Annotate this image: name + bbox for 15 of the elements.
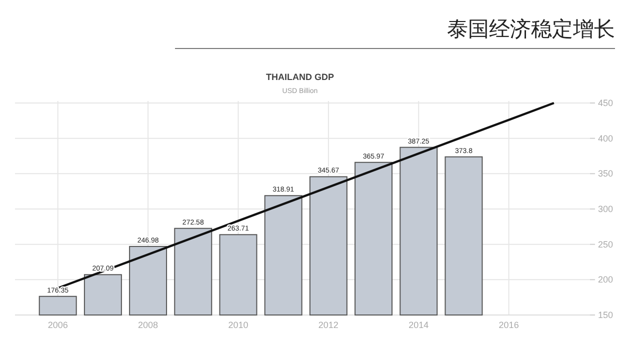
text: 泰国经济稳定增长 <box>175 14 615 49</box>
y-tick-label: 450 <box>598 98 614 108</box>
y-tick-label: 400 <box>598 133 614 144</box>
x-tick-label: 2016 <box>498 320 519 330</box>
x-tick-label: 2010 <box>228 320 248 330</box>
chart-title: THAILAND GDP <box>266 72 334 82</box>
y-tick-label: 150 <box>598 310 614 320</box>
x-tick-label: 2008 <box>138 320 158 330</box>
y-tick-label: 200 <box>598 274 614 285</box>
x-tick-label: 2006 <box>48 320 68 330</box>
y-tick-label: 300 <box>598 204 614 214</box>
x-tick-label: 2014 <box>408 320 429 330</box>
y-tick-label: 250 <box>598 239 614 250</box>
x-tick-label: 2012 <box>318 320 338 330</box>
y-tick-label: 350 <box>598 168 614 179</box>
